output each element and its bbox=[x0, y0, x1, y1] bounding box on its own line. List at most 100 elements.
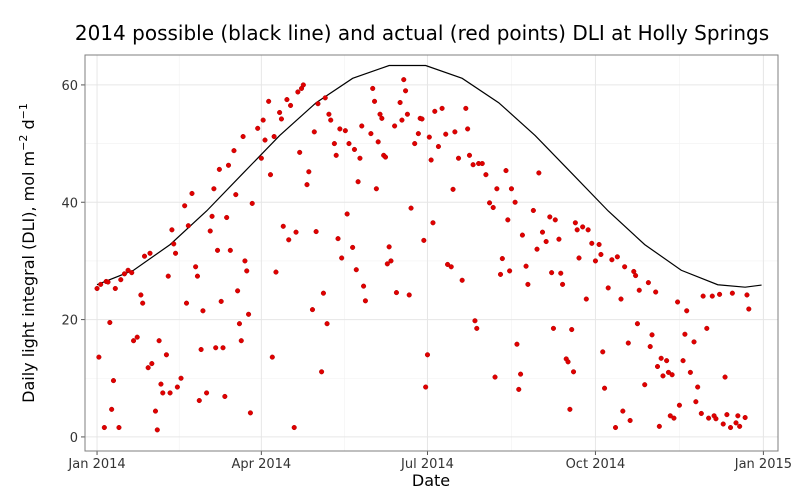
point bbox=[642, 382, 648, 388]
point bbox=[556, 236, 562, 242]
point bbox=[700, 293, 706, 299]
point bbox=[386, 244, 392, 250]
point bbox=[315, 101, 321, 107]
point bbox=[351, 146, 358, 153]
point bbox=[428, 157, 434, 163]
point bbox=[194, 273, 201, 279]
point bbox=[277, 109, 283, 116]
point bbox=[645, 280, 651, 286]
point bbox=[472, 318, 478, 324]
point bbox=[717, 291, 723, 297]
point bbox=[344, 211, 350, 217]
point bbox=[572, 220, 578, 226]
point bbox=[189, 190, 195, 197]
point bbox=[152, 408, 159, 414]
point bbox=[173, 250, 179, 256]
point bbox=[459, 277, 465, 283]
point bbox=[149, 361, 155, 367]
point bbox=[516, 386, 522, 392]
point bbox=[379, 115, 385, 121]
point bbox=[118, 277, 124, 283]
point bbox=[534, 246, 540, 252]
point bbox=[432, 108, 438, 114]
point bbox=[713, 416, 719, 422]
point bbox=[116, 424, 122, 431]
point bbox=[439, 105, 445, 111]
point bbox=[525, 281, 531, 287]
x-tick-label: Apr 2014 bbox=[231, 457, 291, 472]
point bbox=[424, 352, 431, 358]
point bbox=[539, 229, 546, 235]
point bbox=[435, 143, 441, 150]
y-tick-label: 60 bbox=[61, 79, 78, 94]
point bbox=[324, 321, 330, 327]
point bbox=[620, 408, 626, 414]
point bbox=[96, 354, 102, 360]
point bbox=[140, 300, 146, 306]
point bbox=[550, 325, 557, 331]
point bbox=[680, 358, 686, 364]
point bbox=[233, 192, 239, 198]
point bbox=[171, 241, 177, 247]
point bbox=[209, 213, 215, 219]
point bbox=[388, 258, 394, 264]
y-axis-label-sup: −2 bbox=[17, 135, 30, 151]
point bbox=[227, 247, 233, 253]
point bbox=[240, 133, 246, 140]
point bbox=[163, 352, 169, 358]
point bbox=[211, 186, 217, 192]
point bbox=[196, 397, 202, 404]
point bbox=[368, 131, 374, 137]
point bbox=[207, 228, 213, 234]
point bbox=[112, 285, 118, 292]
point bbox=[470, 162, 476, 168]
point bbox=[592, 258, 598, 264]
point bbox=[614, 254, 620, 260]
point bbox=[309, 307, 316, 313]
point bbox=[552, 217, 558, 223]
point bbox=[426, 134, 432, 140]
point bbox=[129, 270, 135, 276]
point bbox=[291, 424, 297, 431]
point bbox=[660, 373, 666, 379]
point bbox=[649, 332, 655, 338]
point bbox=[523, 263, 529, 269]
point bbox=[574, 227, 580, 233]
point bbox=[373, 186, 379, 192]
point bbox=[350, 244, 356, 250]
point bbox=[183, 300, 190, 306]
point bbox=[178, 375, 184, 381]
point bbox=[362, 298, 368, 304]
plot-border bbox=[84, 54, 779, 452]
point bbox=[304, 182, 310, 188]
point bbox=[676, 402, 682, 408]
point bbox=[503, 168, 509, 174]
point bbox=[353, 267, 359, 273]
point bbox=[280, 223, 286, 229]
point bbox=[154, 427, 160, 433]
point bbox=[107, 319, 113, 326]
point bbox=[406, 292, 412, 298]
point bbox=[423, 384, 429, 390]
point bbox=[419, 116, 425, 122]
point bbox=[430, 220, 436, 226]
x-tick-label: Oct 2014 bbox=[566, 457, 626, 472]
point bbox=[293, 229, 299, 235]
y-axis-label-part: Daily light integral (DLI), mol m bbox=[19, 151, 38, 403]
x-tick-label: Jan 2015 bbox=[734, 457, 792, 472]
point bbox=[238, 338, 244, 344]
point bbox=[671, 415, 677, 421]
point bbox=[145, 365, 151, 371]
point bbox=[463, 105, 469, 111]
point bbox=[631, 268, 637, 275]
point bbox=[231, 148, 237, 154]
point bbox=[675, 299, 681, 305]
point bbox=[311, 129, 317, 135]
point bbox=[580, 224, 586, 230]
point bbox=[514, 341, 520, 347]
point bbox=[547, 214, 553, 220]
point bbox=[392, 123, 398, 129]
point bbox=[589, 240, 595, 246]
point bbox=[658, 355, 664, 361]
point bbox=[647, 344, 653, 350]
